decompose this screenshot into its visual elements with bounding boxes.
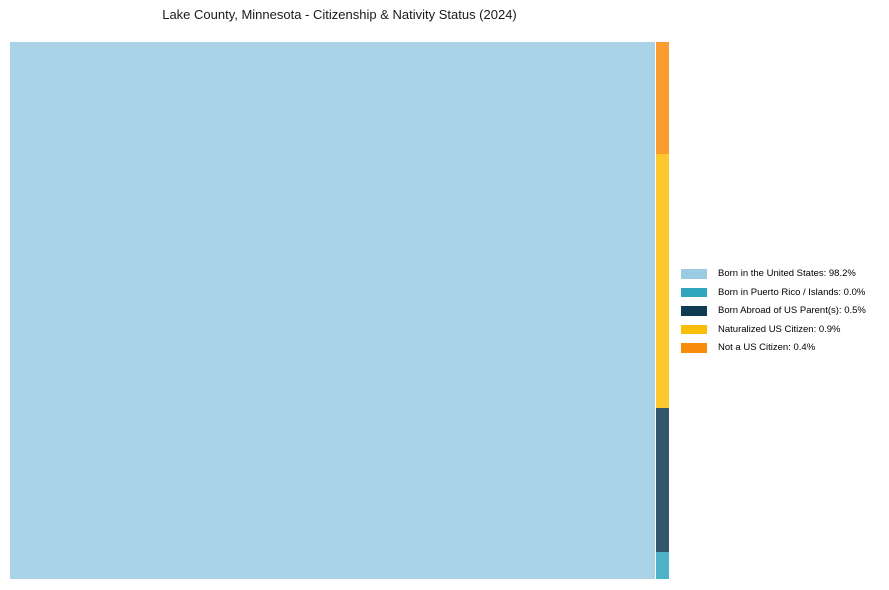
- legend-swatch-icon: [681, 306, 707, 316]
- legend-swatch-icon: [681, 269, 707, 279]
- legend-label: Not a US Citizen: 0.4%: [718, 342, 816, 353]
- treemap-rect-not-a-us-citizen: [656, 42, 669, 154]
- legend-label: Born in the United States: 98.2%: [718, 268, 856, 279]
- treemap-rect-born-abroad-of-us-parent-s: [656, 408, 669, 552]
- legend-swatch-icon: [681, 343, 707, 353]
- treemap-rect-naturalized-us-citizen: [656, 154, 669, 408]
- legend-item-born-in-the-united-states: Born in the United States: 98.2%: [681, 268, 866, 280]
- treemap-rect-born-in-the-united-states: [10, 42, 655, 579]
- legend-swatch-icon: [681, 287, 707, 298]
- legend-swatch-icon: [681, 324, 707, 335]
- legend-item-born-abroad-of-us-parent-s: Born Abroad of US Parent(s): 0.5%: [681, 305, 866, 317]
- legend: Born in the United States: 98.2% Born in …: [681, 268, 866, 354]
- treemap-strip: [656, 42, 669, 579]
- legend-label: Naturalized US Citizen: 0.9%: [718, 323, 841, 335]
- treemap-chart: [10, 42, 669, 579]
- legend-item-born-in-puerto-rico-islands: Born in Puerto Rico / Islands: 0.0%: [681, 287, 866, 299]
- legend-label: Born in Puerto Rico / Islands: 0.0%: [718, 286, 866, 298]
- legend-item-not-a-us-citizen: Not a US Citizen: 0.4%: [681, 342, 866, 354]
- legend-label: Born Abroad of US Parent(s): 0.5%: [718, 305, 866, 316]
- legend-item-naturalized-us-citizen: Naturalized US Citizen: 0.9%: [681, 324, 866, 336]
- treemap-rect-born-in-puerto-rico-islands: [656, 552, 669, 579]
- chart-title: Lake County, Minnesota - Citizenship & N…: [162, 7, 517, 22]
